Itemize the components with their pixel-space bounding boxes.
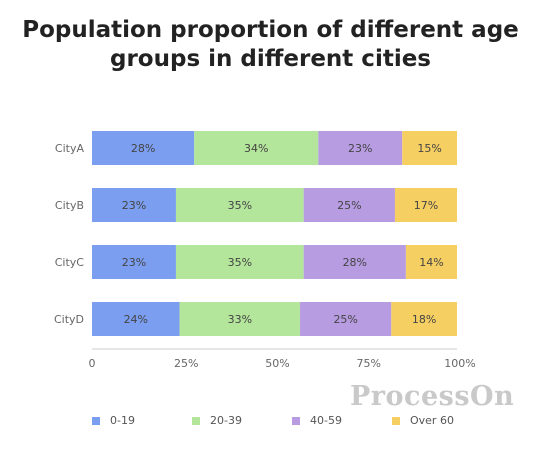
legend-swatch <box>192 416 200 425</box>
bar-segment <box>391 302 457 336</box>
legend-item: 40-59 <box>292 414 356 427</box>
bar-segment <box>175 188 304 222</box>
x-tick-label: 50% <box>265 357 289 370</box>
bar-segment <box>92 131 195 165</box>
legend-label: 40-59 <box>310 414 342 427</box>
data-label: 24% <box>124 313 148 326</box>
data-label: 28% <box>343 256 367 269</box>
legend-label: 20-39 <box>210 414 242 427</box>
data-label: 25% <box>333 313 357 326</box>
category-label: CityA <box>55 142 85 155</box>
legend-item: 0-19 <box>92 414 156 427</box>
watermark: ProcessOn <box>350 381 515 412</box>
bar-segment <box>92 302 180 336</box>
bar-segment <box>194 131 319 165</box>
bar-segment <box>300 302 392 336</box>
x-tick-label: 75% <box>357 357 381 370</box>
data-label: 25% <box>337 199 361 212</box>
bar-segment <box>394 188 457 222</box>
data-label: 33% <box>228 313 252 326</box>
bar-segment <box>92 245 176 279</box>
bar-segment <box>92 188 176 222</box>
category-label: CityD <box>54 313 84 326</box>
legend-label: Over 60 <box>410 414 454 427</box>
data-label: 15% <box>417 142 441 155</box>
data-label: 23% <box>348 142 372 155</box>
legend-swatch <box>292 416 300 425</box>
bar-segment <box>318 131 403 165</box>
category-labels: CityA CityB CityC CityD <box>54 142 84 326</box>
data-label: 35% <box>228 256 252 269</box>
legend-swatch <box>92 416 100 425</box>
bar-segment <box>179 302 301 336</box>
legend-item: 20-39 <box>192 414 256 427</box>
data-label: 23% <box>122 256 146 269</box>
data-label: 17% <box>414 199 438 212</box>
legend-item: Over 60 <box>392 414 456 427</box>
bars-group: 28% 34% 23% 15% 23% 35% 25% 17% 23% 35% 28% 14% 24% 3… <box>92 131 457 336</box>
category-label: CityC <box>55 256 85 269</box>
bar-segment <box>175 245 304 279</box>
bar-segment <box>303 245 406 279</box>
x-tick-labels: 0 25% 50% 75% 100% <box>89 357 476 370</box>
legend-label: 0-19 <box>110 414 135 427</box>
data-label: 14% <box>419 256 443 269</box>
bar-segment <box>402 131 457 165</box>
x-tick-label: 0 <box>89 357 96 370</box>
x-tick-label: 100% <box>444 357 475 370</box>
data-label: 28% <box>131 142 155 155</box>
chart-title: Population proportion of different age g… <box>22 17 519 72</box>
legend: 0-19 20-39 40-59 Over 60 <box>92 414 456 427</box>
bar-segment <box>405 245 457 279</box>
data-label: 34% <box>244 142 268 155</box>
category-label: CityB <box>55 199 84 212</box>
legend-swatch <box>392 416 400 425</box>
x-tick-label: 25% <box>174 357 198 370</box>
bar-segment <box>303 188 395 222</box>
data-label: 35% <box>228 199 252 212</box>
data-label: 23% <box>122 199 146 212</box>
data-label: 18% <box>412 313 436 326</box>
